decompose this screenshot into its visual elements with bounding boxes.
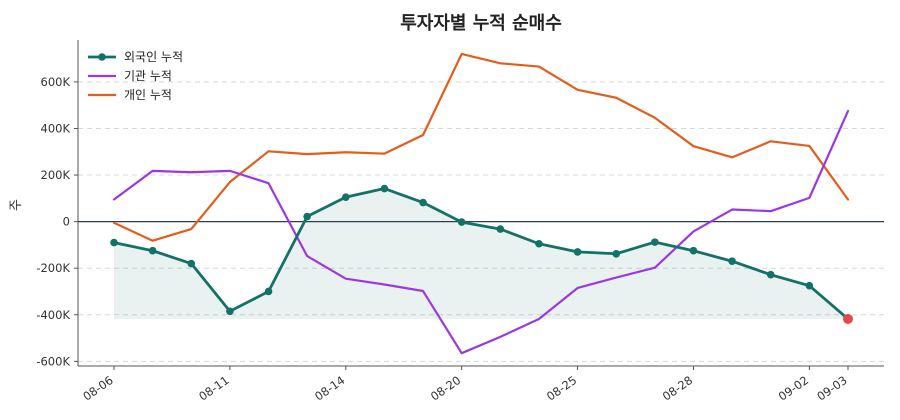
data-point: [689, 246, 698, 255]
legend-label: 기관 누적: [124, 69, 172, 83]
data-point: [187, 259, 196, 268]
y-tick-label: 400K: [41, 121, 71, 135]
legend-label: 외국인 누적: [124, 50, 183, 64]
area-fill: [114, 188, 848, 319]
y-tick-labels: -600K -400K -200K 0 200K 400K 600K: [36, 75, 70, 368]
data-point: [148, 246, 157, 255]
data-point: [651, 238, 659, 246]
data-point: [226, 307, 234, 316]
data-point: [303, 212, 311, 221]
data-point: [341, 193, 350, 201]
data-point: [380, 184, 389, 193]
foreign-area-fill: [114, 188, 848, 319]
series-lines: [112, 52, 850, 355]
y-axis-label: 주: [9, 199, 24, 211]
data-point: [805, 281, 814, 290]
legend-label: 개인 누적: [124, 88, 172, 102]
y-tick-label: -600K: [36, 354, 70, 368]
x-tick-labels: 08-06 08-11 08-14 08-20 08-25 08-28 09-02 09-03: [80, 373, 849, 404]
x-tick-label: 08-11: [196, 373, 231, 404]
data-point: [110, 238, 118, 247]
last-point-marker: [843, 313, 853, 324]
chart-title: 투자자별 누적 순매수: [400, 13, 562, 34]
data-point: [457, 218, 466, 226]
x-tick-label: 09-02: [776, 373, 811, 404]
data-point: [728, 257, 736, 266]
y-tick-label: -400K: [36, 308, 70, 322]
y-tick-label: 600K: [41, 75, 71, 89]
data-point: [419, 198, 427, 207]
axes: [74, 40, 884, 370]
data-point: [573, 248, 582, 256]
data-point: [496, 225, 505, 233]
series-line: [112, 109, 850, 355]
x-tick-label: 08-14: [312, 373, 347, 404]
series-line: [112, 52, 850, 242]
data-point: [612, 249, 621, 258]
legend-marker: [98, 53, 106, 61]
series-line: [112, 187, 850, 321]
data-point: [535, 239, 543, 248]
series-markers: [110, 184, 853, 324]
x-tick-label: 08-06: [80, 373, 115, 404]
y-tick-label: 0: [63, 215, 70, 229]
x-tick-label: 08-25: [544, 373, 579, 404]
x-tick-label: 09-03: [814, 373, 849, 404]
data-point: [766, 270, 775, 279]
y-tick-label: 200K: [41, 168, 71, 182]
x-tick-label: 08-20: [428, 373, 463, 404]
y-tick-label: -200K: [36, 261, 70, 275]
x-tick-label: 08-28: [660, 373, 695, 404]
data-point: [264, 287, 273, 296]
